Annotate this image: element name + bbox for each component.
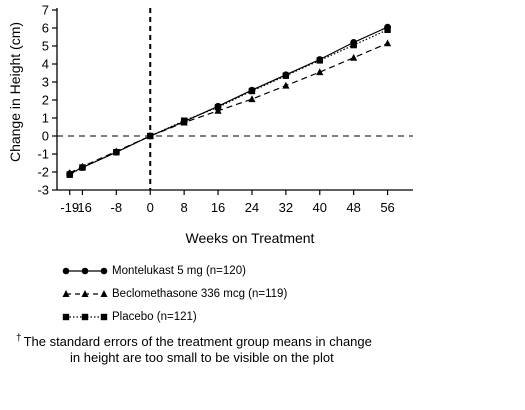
y-tick-label: 6 (42, 21, 49, 36)
x-tick-label: -19 (60, 200, 79, 215)
series-square (66, 26, 391, 178)
legend-swatch-square-dotted (62, 313, 108, 321)
y-tick-label: -2 (37, 165, 49, 180)
x-tick-label: 24 (245, 200, 259, 215)
reference-lines (57, 8, 413, 190)
x-tick-label: 48 (346, 200, 360, 215)
legend-label: Beclomethasone 336 mcg (n=119) (112, 288, 288, 300)
x-tick-label: 32 (279, 200, 293, 215)
x-axis-title: Weeks on Treatment (186, 230, 315, 246)
data-point-square (350, 41, 357, 49)
data-point-square (79, 164, 86, 171)
footnote: † The standard errors of the treatment gr… (16, 331, 372, 366)
data-point-square (384, 26, 391, 33)
data-point-square (214, 104, 222, 111)
footnote-symbol: † (16, 333, 22, 344)
y-tick-label: 1 (42, 111, 49, 126)
y-tick-label: 2 (42, 93, 49, 108)
data-point-square (282, 72, 290, 79)
data-point-square (180, 117, 188, 124)
data-point-square (66, 171, 73, 178)
y-tick-label: -3 (37, 183, 49, 198)
x-tick-label: -16 (73, 200, 92, 215)
footnote-line-1: The standard errors of the treatment gro… (23, 334, 372, 349)
y-axis-title: Change in Height (cm) (7, 22, 23, 162)
chart-series (66, 23, 392, 178)
data-point-triangle (383, 39, 392, 47)
legend-label: Placebo (n=121) (112, 311, 197, 323)
y-tick-label: 0 (42, 129, 49, 144)
x-tick-label: 56 (380, 200, 394, 215)
data-point-square (147, 132, 154, 140)
series-line (69, 29, 388, 176)
data-point-square (248, 87, 256, 95)
x-tick-label: 40 (313, 200, 327, 215)
y-tick-label: 7 (42, 3, 49, 18)
x-tick-label: 0 (147, 200, 154, 215)
legend-swatch-circle-solid (62, 267, 108, 275)
data-point-triangle (350, 53, 358, 61)
legend-label: Montelukast 5 mg (n=120) (112, 265, 246, 277)
data-point-square (316, 57, 323, 64)
data-point-triangle (316, 68, 324, 76)
y-tick-label: 3 (42, 75, 49, 90)
y-tick-label: 5 (42, 39, 49, 54)
y-tick-label: 4 (42, 57, 49, 72)
data-point-triangle (282, 81, 290, 89)
x-tick-label: 16 (211, 200, 225, 215)
legend-swatch-triangle-dashed (62, 290, 108, 297)
x-tick-label: -8 (111, 200, 123, 215)
x-tick-label: 8 (181, 200, 188, 215)
series-triangle (66, 39, 392, 176)
data-point-triangle (248, 95, 256, 103)
y-tick-label: -1 (37, 147, 49, 162)
chart-axes (52, 8, 413, 195)
data-point-square (113, 149, 120, 156)
footnote-line-2: in height are too small to be visible on… (70, 350, 334, 365)
